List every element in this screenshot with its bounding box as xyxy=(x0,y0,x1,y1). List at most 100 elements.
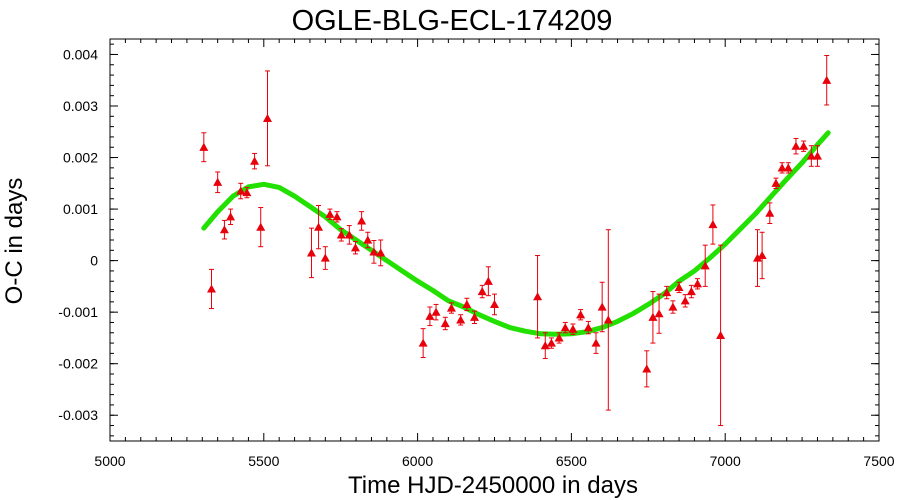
data-point xyxy=(440,316,450,331)
data-point xyxy=(357,211,367,231)
data-point xyxy=(597,281,607,333)
triangle-marker xyxy=(262,113,272,122)
triangle-marker xyxy=(236,186,246,195)
triangle-marker xyxy=(431,307,441,316)
triangle-marker xyxy=(350,243,360,252)
data-point xyxy=(236,182,246,200)
triangle-marker xyxy=(680,296,690,305)
triangle-marker xyxy=(700,261,710,270)
triangle-marker xyxy=(483,276,493,285)
triangle-marker xyxy=(822,75,832,84)
triangle-marker xyxy=(477,287,487,296)
y-tick-label: 0.003 xyxy=(63,98,98,114)
data-point xyxy=(603,229,613,411)
triangle-marker xyxy=(213,177,223,186)
triangle-marker xyxy=(783,163,793,172)
data-point xyxy=(799,140,809,152)
triangle-marker xyxy=(446,303,456,312)
data-point xyxy=(822,54,832,106)
triangle-marker xyxy=(648,312,658,321)
data-point xyxy=(490,293,499,316)
data-point xyxy=(568,323,578,335)
data-point xyxy=(483,266,493,297)
triangle-marker xyxy=(686,287,696,296)
data-point xyxy=(642,350,652,388)
data-point xyxy=(477,284,487,299)
x-tick-label: 6000 xyxy=(402,453,433,469)
data-point xyxy=(693,278,703,290)
triangle-marker xyxy=(250,156,260,165)
data-point xyxy=(662,285,672,300)
x-tick-label: 6500 xyxy=(556,453,587,469)
triangle-marker xyxy=(642,364,652,373)
triangle-marker xyxy=(199,142,209,151)
triangle-marker xyxy=(369,247,379,256)
x-axis-title: Time HJD-2450000 in days xyxy=(348,472,638,499)
data-point xyxy=(344,225,354,245)
triangle-marker xyxy=(693,279,703,288)
data-point xyxy=(446,302,456,314)
y-tick-label: -0.002 xyxy=(58,356,98,372)
data-point xyxy=(250,152,260,170)
data-point xyxy=(376,239,386,267)
data-point xyxy=(765,202,775,225)
chart-title: OGLE-BLG-ECL-174209 xyxy=(292,5,613,37)
y-tick-label: 0.004 xyxy=(63,46,98,62)
triangle-marker xyxy=(325,209,335,218)
triangle-marker xyxy=(568,324,578,333)
triangle-marker xyxy=(540,341,550,350)
triangle-marker xyxy=(799,141,809,150)
data-point xyxy=(314,204,324,250)
y-axis: -0.003 -0.002 -0.001 0 0.001 0.002 0.003 0.004 xyxy=(58,43,879,437)
triangle-marker xyxy=(560,323,570,332)
data-point xyxy=(325,208,335,220)
triangle-marker xyxy=(336,230,346,239)
data-point xyxy=(716,244,726,427)
data-point xyxy=(456,314,466,326)
triangle-marker xyxy=(757,250,767,260)
data-point xyxy=(674,281,684,294)
triangle-marker xyxy=(344,230,354,239)
data-point xyxy=(546,337,556,349)
triangle-marker xyxy=(357,216,367,225)
triangle-marker xyxy=(207,284,217,293)
triangle-marker xyxy=(591,338,601,347)
x-tick-label: 7000 xyxy=(710,453,741,469)
triangle-marker xyxy=(765,208,775,217)
points-layer xyxy=(199,54,832,427)
triangle-marker xyxy=(576,310,586,319)
x-axis: 5000 5500 6000 6500 7000 7500 xyxy=(94,39,895,469)
triangle-marker xyxy=(668,302,678,311)
data-point xyxy=(783,162,793,174)
y-tick-label: 0.002 xyxy=(63,150,98,166)
x-tick-label: 5500 xyxy=(248,453,279,469)
data-point xyxy=(777,162,787,174)
triangle-marker xyxy=(418,338,428,347)
triangle-marker xyxy=(314,222,324,231)
triangle-marker xyxy=(554,333,564,342)
data-point xyxy=(708,204,718,245)
data-point xyxy=(668,300,678,314)
triangle-marker xyxy=(256,222,266,231)
triangle-marker xyxy=(425,311,435,320)
data-point xyxy=(806,145,816,167)
triangle-marker xyxy=(771,178,781,187)
y-tick-label: 0 xyxy=(90,253,98,269)
triangle-marker xyxy=(533,292,543,301)
triangle-marker xyxy=(603,315,613,324)
triangle-marker xyxy=(777,163,787,172)
data-point xyxy=(242,186,252,199)
data-point xyxy=(320,246,330,270)
triangle-marker xyxy=(376,248,386,257)
triangle-marker xyxy=(219,225,229,234)
triangle-marker xyxy=(806,151,816,160)
data-point xyxy=(213,171,223,194)
data-point xyxy=(680,294,690,308)
triangle-marker xyxy=(306,248,316,257)
data-point xyxy=(418,328,428,359)
triangle-marker xyxy=(812,151,822,160)
data-point xyxy=(791,137,801,155)
data-point xyxy=(207,268,217,310)
fit-layer xyxy=(201,130,831,337)
